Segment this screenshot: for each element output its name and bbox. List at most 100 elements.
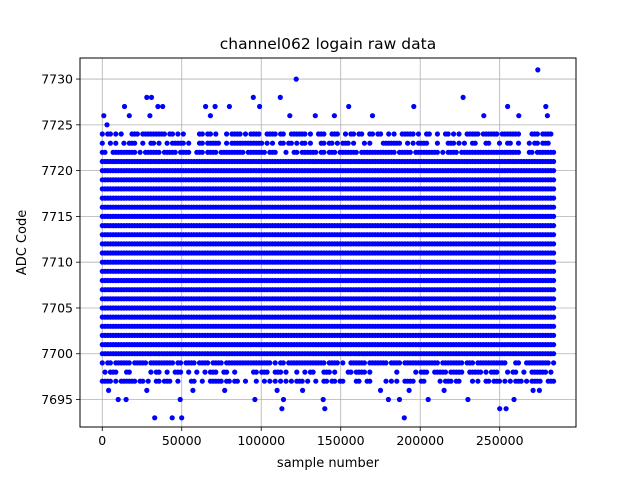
x-axis-ticks: 0 50000 100000 150000 200000 250000 [98, 427, 524, 448]
data-point [377, 387, 384, 393]
data-point [169, 360, 176, 366]
data-point [277, 94, 283, 100]
data-point [410, 378, 416, 384]
data-point [437, 378, 443, 384]
data-point [388, 378, 394, 384]
data-point [391, 131, 397, 137]
data-point [164, 140, 170, 146]
data-point [145, 378, 151, 384]
data-point [331, 113, 337, 119]
data-point [207, 113, 213, 119]
data-point [456, 378, 462, 384]
data-point [524, 378, 530, 384]
data-point [218, 378, 224, 384]
data-point [169, 415, 175, 421]
data-point [278, 378, 284, 384]
data-point [140, 378, 146, 384]
data-point [465, 396, 471, 403]
data-point [551, 241, 557, 247]
data-point [542, 369, 549, 375]
data-point [394, 378, 400, 384]
data-point [113, 378, 119, 384]
data-point [321, 360, 327, 366]
data-point [386, 131, 392, 137]
data-point [515, 360, 522, 366]
data-point [283, 149, 289, 155]
data-point [534, 140, 541, 146]
data-point [307, 140, 313, 146]
data-point [383, 378, 389, 384]
data-point [180, 131, 186, 137]
data-point [160, 103, 166, 110]
data-point [543, 103, 549, 110]
y-tick-label: 7705 [41, 300, 73, 315]
data-point [186, 140, 192, 146]
data-point [486, 378, 492, 384]
data-point [294, 149, 300, 155]
plot-frame [79, 57, 577, 428]
data-point [191, 378, 197, 384]
data-point [299, 378, 305, 384]
data-point [407, 149, 413, 155]
data-point [186, 369, 192, 375]
data-point [147, 113, 153, 119]
data-point [107, 140, 113, 146]
data-point [505, 369, 511, 375]
data-point [261, 378, 267, 384]
data-point [410, 140, 416, 146]
data-point [425, 396, 431, 403]
data-point [307, 131, 313, 137]
data-point [280, 131, 286, 137]
data-point [342, 131, 349, 137]
data-point [302, 140, 308, 146]
data-point [434, 149, 440, 155]
data-point [551, 149, 557, 155]
x-tick-label: 250000 [476, 433, 524, 448]
data-point [288, 378, 294, 384]
data-point [313, 149, 319, 155]
data-point [253, 378, 259, 384]
data-point [113, 369, 119, 375]
data-point [99, 360, 105, 366]
data-point [551, 277, 557, 284]
data-point [548, 369, 554, 375]
data-point [551, 268, 557, 274]
data-point [313, 378, 319, 384]
data-point [551, 351, 557, 357]
data-point [535, 67, 541, 73]
data-point [326, 369, 332, 375]
data-point [99, 140, 105, 146]
data-point [144, 94, 150, 100]
data-point [272, 149, 278, 155]
data-point [102, 369, 108, 375]
data-point [369, 131, 376, 137]
data-point [113, 140, 119, 146]
data-point [283, 378, 289, 384]
data-point [551, 314, 557, 320]
data-point [351, 131, 357, 137]
data-point [302, 131, 308, 137]
data-point [515, 140, 522, 146]
data-point [367, 140, 373, 146]
data-point [434, 140, 440, 146]
data-point [274, 387, 280, 393]
data-point [186, 149, 192, 155]
data-point [264, 369, 270, 375]
data-point [451, 140, 457, 146]
data-point [502, 378, 508, 384]
data-point [551, 177, 557, 183]
data-point [529, 149, 535, 155]
data-point [199, 140, 205, 146]
data-point [142, 360, 149, 366]
data-point [551, 195, 557, 201]
data-point [267, 378, 273, 384]
data-point [472, 140, 478, 146]
data-point [475, 131, 481, 137]
data-point [191, 360, 197, 366]
data-point [134, 131, 140, 137]
data-point [215, 140, 222, 146]
data-point [481, 113, 487, 119]
data-point [551, 168, 557, 174]
data-point [310, 369, 316, 375]
